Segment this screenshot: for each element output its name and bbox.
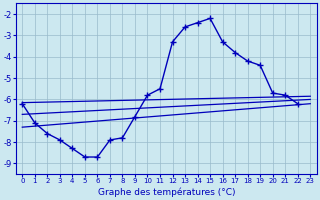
- X-axis label: Graphe des températures (°C): Graphe des températures (°C): [98, 187, 235, 197]
